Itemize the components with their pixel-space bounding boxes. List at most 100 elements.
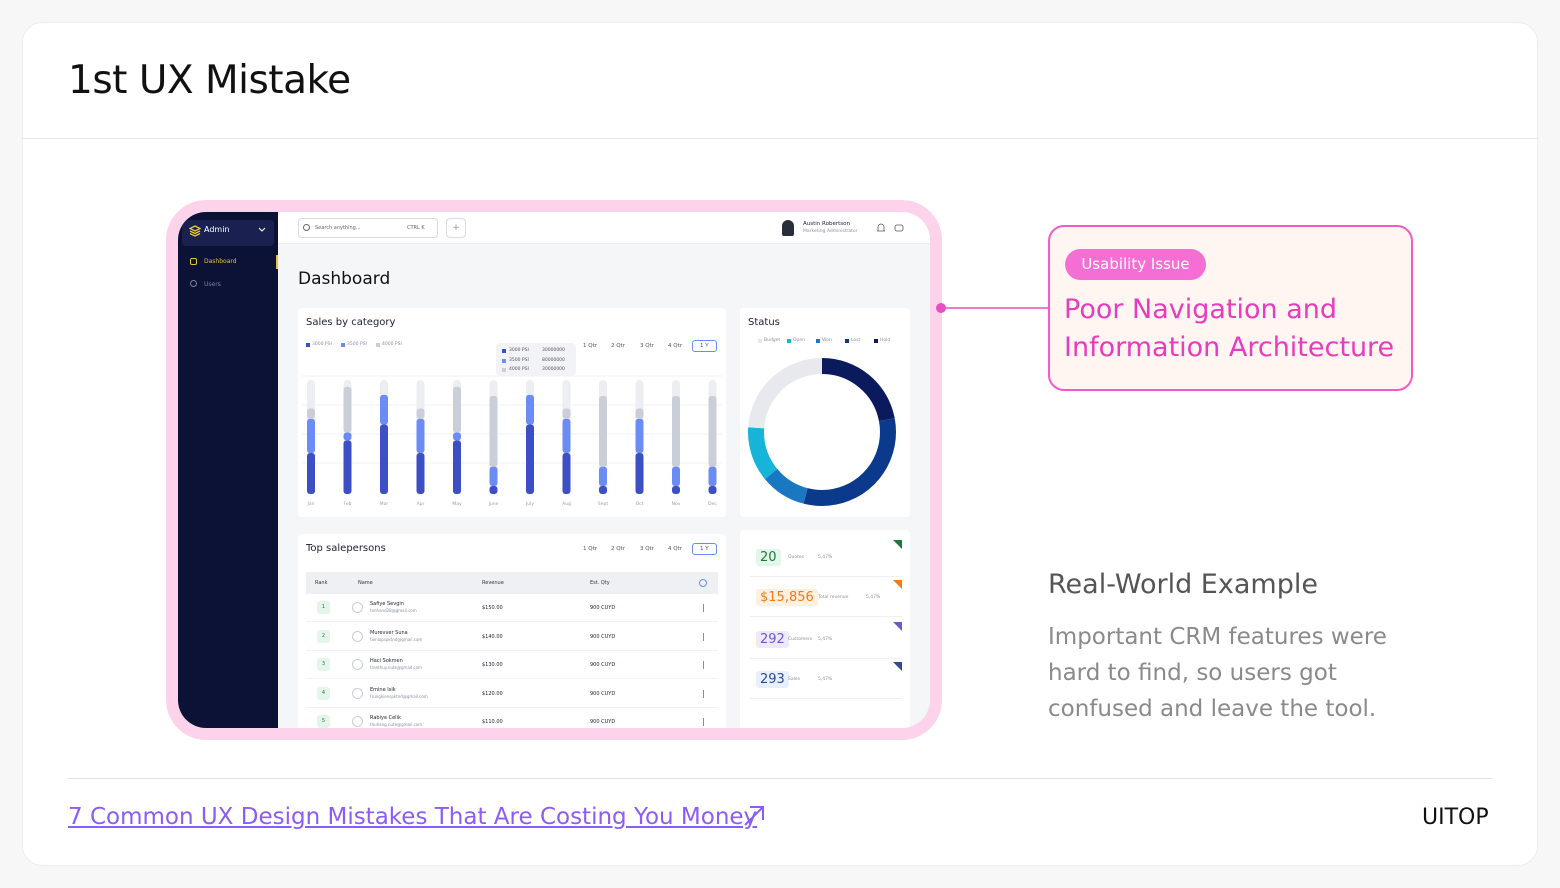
bar-segment xyxy=(343,432,352,441)
legend-swatch xyxy=(306,343,310,347)
article-link[interactable]: 7 Common UX Design Mistakes That Are Cos… xyxy=(68,804,758,830)
period-button[interactable]: 1 Qtr xyxy=(583,546,597,552)
bar-segment xyxy=(343,386,352,433)
period-button[interactable]: 3 Qtr xyxy=(640,546,654,552)
legend-swatch xyxy=(845,339,849,343)
stat-box xyxy=(750,622,902,659)
tooltip-value: 30000000 xyxy=(542,367,565,372)
brand: Admin xyxy=(204,225,230,234)
stat-corner xyxy=(893,662,902,671)
rank-badge: 5 xyxy=(317,715,330,728)
page-title: Dashboard xyxy=(298,269,391,289)
nav-item[interactable]: Dashboard xyxy=(204,258,237,265)
topbar-icons xyxy=(877,223,904,232)
topbar xyxy=(278,212,930,244)
example-title: Real-World Example xyxy=(1048,569,1318,600)
period-button[interactable]: 2 Qtr xyxy=(611,546,625,552)
tooltip-swatch xyxy=(502,349,506,353)
legend-label: Hold xyxy=(880,338,891,343)
tooltip-swatch xyxy=(502,368,506,372)
person-email: thuhang.nute@gmail.com xyxy=(370,722,422,728)
month-label: May xyxy=(452,502,462,507)
stat-value: 293 xyxy=(756,671,789,688)
period-button[interactable]: 2 Qtr xyxy=(611,343,625,349)
bar-segment xyxy=(416,408,425,419)
donut-chart xyxy=(748,358,896,506)
tooltip-label: 3500 PSI xyxy=(509,357,529,363)
period-button[interactable]: 3 Qtr xyxy=(640,343,654,349)
row-menu xyxy=(703,661,704,670)
divider xyxy=(22,138,1538,139)
search-box[interactable] xyxy=(298,218,438,238)
brand-logo xyxy=(189,225,201,237)
card-title: Sales by category xyxy=(306,317,396,328)
quantity: 900 CUYD xyxy=(590,605,616,611)
column-header: Est. Qty xyxy=(590,580,610,586)
tooltip-value: 80000000 xyxy=(542,357,565,363)
stat-box xyxy=(750,580,902,617)
period-button[interactable]: 4 Qtr xyxy=(668,546,682,552)
user-name: Austin Robertson xyxy=(803,221,850,227)
person-name: Safiye Sevgin xyxy=(370,601,404,607)
person-email: tranthuy.nute@gmail.com xyxy=(370,665,422,671)
stat-change: 5,47% xyxy=(818,677,833,682)
person-name: Murevver Suna xyxy=(370,629,408,636)
quantity: 900 CUYD xyxy=(590,719,616,726)
brand: UITOP xyxy=(1422,805,1489,830)
stat-box xyxy=(750,540,902,577)
donut-segment xyxy=(748,358,896,506)
tooltip-value: 30000000 xyxy=(542,348,565,353)
nav-item[interactable]: Users xyxy=(204,281,221,288)
quantity: 900 CUYD xyxy=(590,690,616,697)
bar-segment xyxy=(453,432,461,441)
settings-icon xyxy=(699,579,707,587)
period-button-active[interactable]: 1 Y xyxy=(692,543,717,555)
revenue: $150.00 xyxy=(482,605,503,611)
legend-swatch xyxy=(376,343,380,347)
donut-segment xyxy=(748,358,896,506)
stat-box xyxy=(750,662,902,699)
legend-label: Won xyxy=(822,338,832,343)
column-header: Name xyxy=(358,580,373,586)
stat-label: Sales xyxy=(788,677,800,682)
period-button[interactable]: 1 Qtr xyxy=(583,343,597,349)
month-label: Oct xyxy=(635,502,644,507)
stat-label: Customers xyxy=(788,637,813,642)
stat-value: $15,856 xyxy=(756,589,818,606)
period-button-active[interactable]: 1 Y xyxy=(692,340,717,352)
bar-segment xyxy=(453,440,461,494)
add-button[interactable]: + xyxy=(446,218,466,238)
bar-segment xyxy=(708,466,717,487)
bar-segment xyxy=(708,395,717,467)
connector xyxy=(936,303,1048,313)
sales-card xyxy=(298,308,726,517)
footer-divider xyxy=(68,778,1492,779)
month-label: Aug xyxy=(562,502,571,507)
person-name: Haci Sokmen xyxy=(370,658,403,665)
card-title: Top salepersons xyxy=(306,543,386,554)
bar-segment xyxy=(635,452,644,494)
person-name: Emine Isik xyxy=(370,686,396,693)
row-divider xyxy=(306,678,718,680)
avatar xyxy=(352,630,363,642)
legend-label: Lost xyxy=(851,338,861,343)
person-email: tienlapspktnd@gmail.com xyxy=(370,636,423,642)
month-label: Feb xyxy=(343,502,352,507)
person-email: tonhand28@gmail.com xyxy=(370,608,417,613)
shortcut: CTRL K xyxy=(407,225,425,231)
legend-swatch xyxy=(816,339,820,343)
bar-segment xyxy=(343,440,352,494)
avatar xyxy=(352,716,363,728)
rank-badge: 3 xyxy=(317,658,330,672)
row-divider xyxy=(306,621,718,622)
legend-swatch xyxy=(787,339,791,343)
callout-heading: Information Architecture xyxy=(1064,332,1395,363)
dashboard-screen: Admin Dashboard Users Search anything...… xyxy=(178,212,930,728)
bar-segment xyxy=(416,418,425,453)
period-button[interactable]: 4 Qtr xyxy=(668,343,682,349)
legend-swatch xyxy=(758,339,762,343)
tooltip-label: 4000 PSI xyxy=(509,367,529,372)
bar-segment xyxy=(526,394,534,425)
stat-label: Total revenue xyxy=(818,595,849,600)
search-icon xyxy=(303,224,310,231)
